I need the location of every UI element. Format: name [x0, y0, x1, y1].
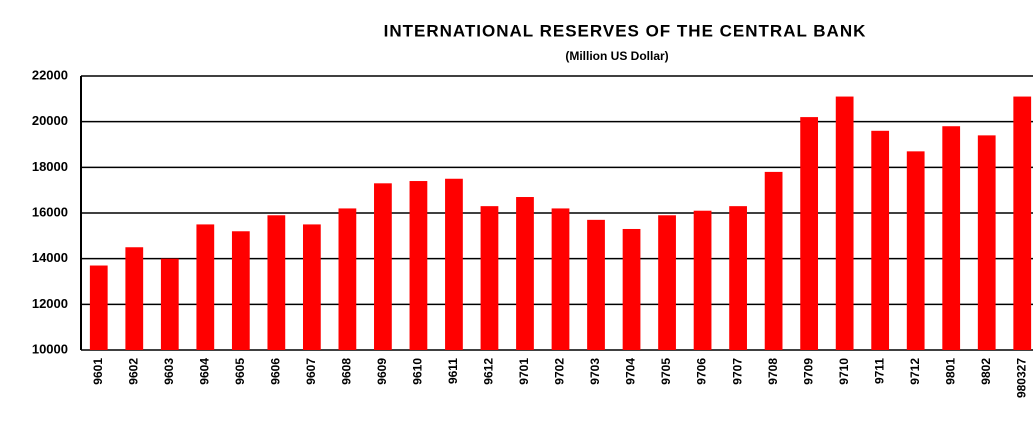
x-tick-label: 9607: [304, 358, 318, 385]
bar: [764, 171, 783, 350]
x-tick-label: 9705: [659, 358, 673, 385]
bar: [729, 206, 747, 350]
x-tick-label: 9602: [126, 358, 140, 385]
x-tick-label: 9609: [375, 358, 389, 385]
x-tick-label: 9610: [411, 358, 425, 385]
bar: [302, 224, 321, 350]
bar: [1013, 96, 1032, 350]
bar: [693, 210, 712, 350]
y-tick-label: 10000: [32, 341, 68, 356]
x-tick-label: 9801: [943, 358, 957, 385]
bar: [871, 130, 890, 350]
bar: [338, 208, 357, 350]
bar: [800, 117, 819, 350]
y-tick-label: 20000: [32, 113, 68, 128]
bar: [942, 126, 961, 350]
x-tick-label: 9606: [269, 358, 283, 385]
y-tick-label: 14000: [32, 250, 68, 265]
bar: [551, 208, 570, 350]
bar: [977, 135, 996, 350]
x-tick-label: 9605: [233, 358, 247, 385]
chart-title: INTERNATIONAL RESERVES OF THE CENTRAL BA…: [384, 21, 867, 40]
bar: [587, 219, 605, 350]
bar: [160, 258, 179, 350]
bar: [374, 183, 392, 350]
x-tick-label: 9704: [624, 358, 638, 385]
bar: [196, 224, 215, 350]
y-tick-label: 12000: [32, 296, 68, 311]
bar: [125, 247, 144, 350]
x-tick-label: 9709: [801, 358, 815, 385]
x-tick-label: 9612: [482, 358, 496, 385]
x-tick-label: 9603: [162, 358, 176, 385]
x-tick-label: 980327: [1014, 358, 1028, 398]
x-tick-label: 9712: [908, 358, 922, 385]
x-tick-label: 9601: [91, 358, 105, 385]
x-tick-label: 9708: [766, 358, 780, 385]
bar: [622, 228, 641, 350]
x-tick-label: 9703: [588, 358, 602, 385]
bar: [445, 178, 463, 350]
x-tick-label: 9802: [979, 358, 993, 385]
bar: [480, 206, 499, 350]
x-tick-label: 9611: [446, 358, 460, 384]
x-tick-label: 9702: [553, 358, 567, 385]
y-tick-label: 16000: [32, 204, 68, 219]
bar: [516, 197, 534, 350]
x-tick-label: 9608: [340, 358, 354, 385]
chart-subtitle: (Million US Dollar): [565, 49, 668, 63]
bar: [658, 215, 676, 350]
x-tick-label: 9604: [197, 358, 211, 385]
bar: [267, 215, 286, 350]
y-tick-label: 22000: [32, 67, 68, 82]
bar: [89, 265, 108, 350]
x-tick-label: 9711: [872, 358, 886, 384]
x-tick-label: 9710: [837, 358, 851, 385]
bar: [835, 96, 854, 350]
bar: [409, 181, 428, 350]
x-tick-label: 9707: [730, 358, 744, 385]
y-tick-label: 18000: [32, 159, 68, 174]
bar: [231, 231, 250, 350]
x-tick-label: 9706: [695, 358, 709, 385]
bar: [906, 151, 925, 350]
x-tick-label: 9701: [517, 358, 531, 385]
